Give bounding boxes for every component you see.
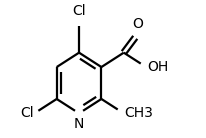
Text: OH: OH bbox=[147, 60, 168, 74]
Text: N: N bbox=[74, 117, 84, 131]
Text: O: O bbox=[133, 17, 144, 31]
Text: CH3: CH3 bbox=[125, 106, 153, 120]
Text: Cl: Cl bbox=[20, 106, 34, 120]
Text: Cl: Cl bbox=[72, 4, 86, 18]
